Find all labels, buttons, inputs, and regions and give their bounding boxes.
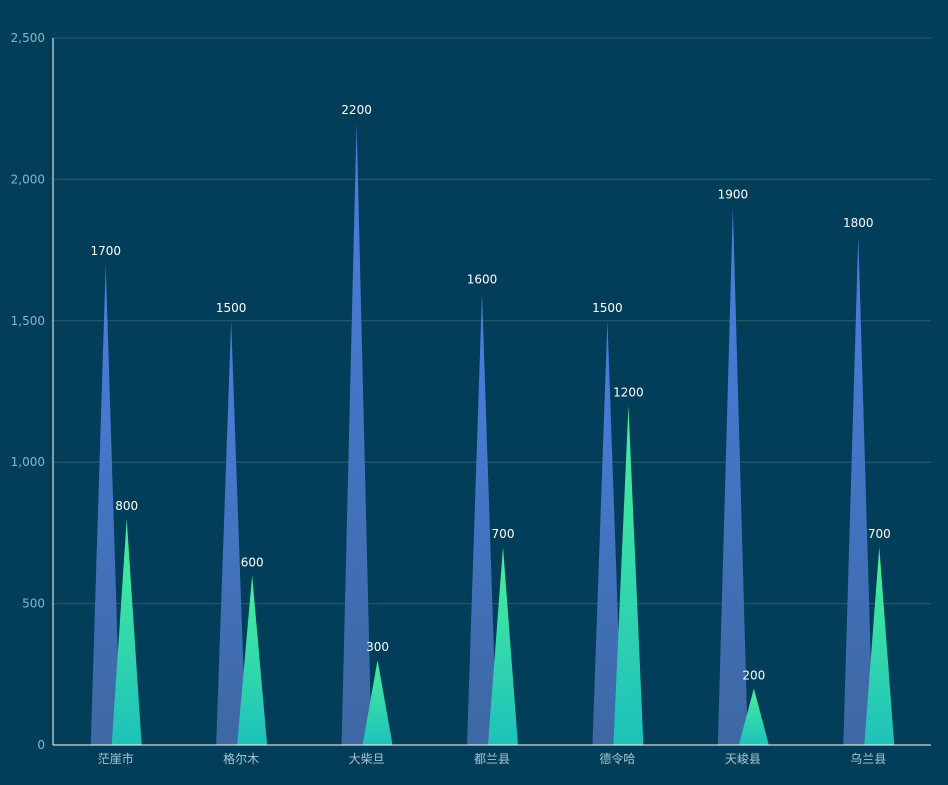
data-label: 600 <box>241 555 264 569</box>
bar-series-1 <box>467 292 497 745</box>
data-label: 700 <box>492 527 515 541</box>
data-label: 1600 <box>467 273 498 287</box>
bar-series-1 <box>717 207 748 745</box>
bar-series-2 <box>237 575 268 745</box>
bar-series-1 <box>592 320 623 745</box>
axes: 0 500 1,000 1,500 2,000 2,500 茫崖市 格尔木 大柴旦 都兰县 德令哈 天… <box>11 31 931 766</box>
x-tick-label: 茫崖市 <box>98 751 134 766</box>
grid-lines <box>53 37 931 605</box>
data-label: 1500 <box>592 301 623 315</box>
bar-series-2 <box>864 547 895 745</box>
x-tick-label: 大柴旦 <box>349 752 385 766</box>
y-tick-label: 1,500 <box>11 314 45 328</box>
bar-series-1 <box>341 122 372 746</box>
data-label: 1800 <box>843 216 874 230</box>
x-tick-label: 乌兰县 <box>850 751 886 766</box>
x-tick-label: 天峻县 <box>725 751 761 766</box>
bar-series-2 <box>111 518 142 745</box>
bar-series-1 <box>843 235 874 745</box>
data-label: 1900 <box>718 188 749 202</box>
data-label: 1500 <box>216 301 247 315</box>
bar-series-2 <box>362 660 393 745</box>
y-tick-label: 2,500 <box>11 31 45 45</box>
data-label: 200 <box>742 668 765 682</box>
data-label: 2200 <box>341 103 372 117</box>
bar-series-2 <box>488 547 518 745</box>
bar-series-2 <box>738 688 769 745</box>
data-label: 300 <box>366 640 389 654</box>
y-tick-label: 500 <box>22 597 45 611</box>
data-label: 700 <box>868 527 891 541</box>
bar-series-2 <box>613 405 644 745</box>
bar-series-1 <box>90 264 121 745</box>
y-tick-label: 2,000 <box>11 172 45 186</box>
data-label: 800 <box>115 499 138 513</box>
data-label: 1200 <box>613 386 644 400</box>
x-tick-label: 都兰县 <box>474 752 510 766</box>
data-labels: 1700 800 1500 600 2200 300 1600 700 1500 1200 1900… <box>90 103 890 683</box>
bar-series-1 <box>216 320 247 745</box>
data-label: 1700 <box>90 244 121 258</box>
bars <box>90 122 895 746</box>
x-tick-label: 德令哈 <box>599 751 635 766</box>
y-tick-label: 0 <box>37 738 45 752</box>
y-tick-label: 1,000 <box>11 455 45 469</box>
x-tick-label: 格尔木 <box>223 751 259 766</box>
